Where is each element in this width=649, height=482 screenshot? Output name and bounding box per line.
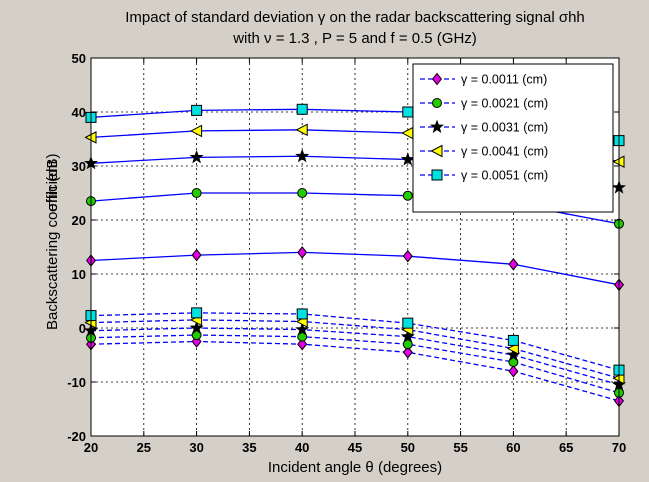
y-tick-label: -20: [67, 429, 86, 444]
y-tick-label: 50: [72, 51, 86, 66]
solid-data-point-3-2: [295, 123, 308, 137]
data-point-4-1: [191, 307, 203, 319]
legend-marker-4: [431, 169, 443, 181]
series-line-0: [90, 340, 620, 402]
legend-label-0: γ = 0.0011 (cm): [461, 73, 547, 87]
y-axis-label-line2: σhh (dB): [44, 154, 61, 212]
y-axis-label-line1: Backscattering coefficient: [44, 159, 61, 330]
solid-data-point-1-3: [402, 190, 413, 201]
legend-marker-1: [432, 98, 442, 108]
x-tick-label: 70: [612, 440, 626, 455]
y-tick-labels: -20 -10 0 10 20 30 40 50: [67, 51, 86, 444]
y-tick-label: 40: [72, 105, 86, 120]
solid-data-point-2-1: [189, 149, 204, 164]
x-tick-label: 65: [559, 440, 573, 455]
x-tick-labels: 20 25 30 35 40 45 50 55 60 65 70: [84, 440, 626, 455]
solid-data-point-4-2: [296, 103, 308, 115]
data-point-4-3: [402, 317, 414, 329]
series-line-4: [90, 312, 620, 371]
chart-title-line1: Impact of standard deviation γ on the ra…: [125, 9, 585, 26]
series-line-1: [90, 334, 620, 394]
x-tick-label: 30: [189, 440, 203, 455]
data-point-4-4: [507, 334, 519, 346]
legend-label-3: γ = 0.0041 (cm): [461, 145, 548, 159]
x-tick-label: 25: [137, 440, 151, 455]
series-line-3: [90, 319, 620, 379]
legend-marker-0: [431, 72, 443, 86]
series-markers: [83, 103, 627, 408]
x-tick-label: 50: [401, 440, 415, 455]
data-point-4-2: [296, 308, 308, 320]
solid-data-point-0-1: [191, 248, 202, 262]
x-tick-label: 60: [506, 440, 520, 455]
legend-label-4: γ = 0.0051 (cm): [461, 169, 548, 183]
series-line-2: [90, 327, 620, 386]
y-tick-label: 0: [79, 321, 86, 336]
data-point-0-2: [297, 337, 308, 351]
solid-data-point-0-4: [508, 257, 519, 271]
solid-data-point-0-3: [402, 249, 413, 263]
solid-data-point-1-1: [191, 188, 202, 198]
data-point-0-3: [402, 345, 413, 359]
solid-data-point-2-3: [400, 152, 415, 166]
solid-series-line-0: [90, 251, 620, 286]
x-tick-label: 20: [84, 440, 98, 455]
legend-label-1: γ = 0.0021 (cm): [461, 97, 548, 111]
legend-marker-2: [429, 119, 445, 133]
solid-data-point-3-1: [190, 124, 203, 138]
legend: γ = 0.0011 (cm) γ = 0.0021 (cm) γ = 0.0031…: [412, 63, 614, 213]
data-point-2-1: [189, 320, 204, 334]
solid-data-point-1-2: [297, 188, 308, 198]
x-tick-label: 40: [295, 440, 309, 455]
y-tick-label: 10: [72, 267, 86, 282]
y-tick-label: 20: [72, 213, 86, 228]
solid-data-point-4-1: [191, 104, 203, 116]
data-point-0-4: [508, 364, 519, 378]
axis-ticks: [90, 57, 620, 437]
solid-data-point-0-2: [297, 246, 308, 259]
chart-title-line2: with ν = 1.3 , P = 5 and f = 0.5 (GHz): [232, 30, 477, 47]
data-point-2-2: [295, 322, 310, 336]
y-tick-label: 30: [72, 159, 86, 174]
solid-data-point-2-2: [295, 148, 310, 163]
legend-label-2: γ = 0.0031 (cm): [461, 121, 548, 135]
legend-marker-3: [430, 144, 443, 158]
solid-data-point-4-3: [402, 106, 414, 118]
series-lines: [90, 108, 620, 402]
legend-box: [412, 63, 614, 213]
y-tick-label: -10: [67, 375, 86, 390]
x-tick-label: 45: [348, 440, 362, 455]
x-axis-label: Incident angle θ (degrees): [268, 459, 442, 476]
x-tick-label: 35: [242, 440, 256, 455]
x-tick-label: 55: [453, 440, 467, 455]
